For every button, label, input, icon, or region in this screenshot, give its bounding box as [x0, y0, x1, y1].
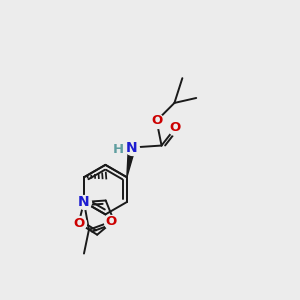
Text: O: O [170, 121, 181, 134]
Text: H: H [112, 143, 124, 156]
Polygon shape [127, 147, 135, 177]
Text: O: O [73, 217, 84, 230]
Text: N: N [78, 195, 90, 209]
Text: N: N [126, 140, 138, 154]
Text: O: O [151, 114, 162, 127]
Text: O: O [105, 215, 116, 228]
